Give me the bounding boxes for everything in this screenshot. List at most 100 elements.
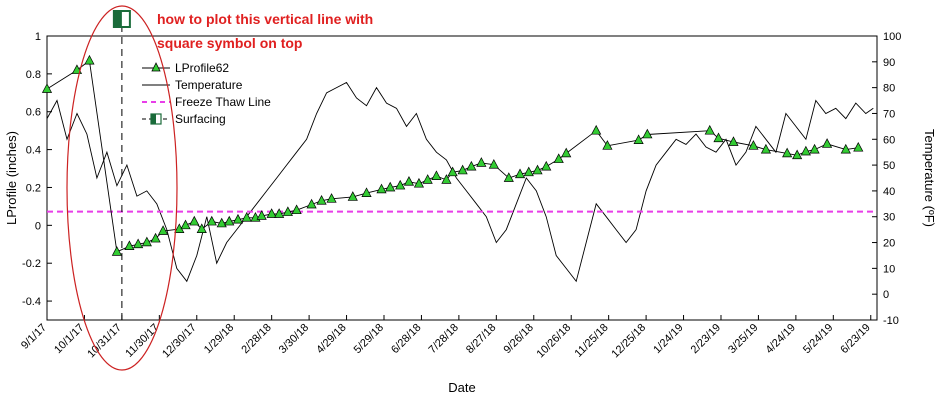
- lprofile-point: [792, 149, 803, 160]
- lprofile-point: [476, 157, 487, 167]
- right-tick-label: 60: [883, 134, 895, 146]
- lprofile-point: [541, 160, 552, 171]
- lprofile-point: [840, 143, 851, 154]
- surfacing-marker-fill: [113, 11, 122, 27]
- right-axis-title: Temperature (ºF): [922, 129, 937, 227]
- lprofile-point: [157, 225, 169, 235]
- lprofile-point: [633, 134, 644, 144]
- lprofile-point: [713, 132, 724, 143]
- left-tick-label: 0.8: [26, 69, 41, 81]
- lprofile-point: [216, 217, 227, 228]
- lprofile-point: [241, 212, 252, 222]
- lprofile-point: [361, 187, 372, 197]
- lprofile-point: [150, 232, 161, 243]
- right-tick-label: 0: [883, 289, 889, 301]
- legend-marker-lprofile: [151, 62, 161, 72]
- left-axis-title: LProfile (inches): [4, 131, 19, 225]
- right-tick-label: 20: [883, 238, 895, 250]
- lprofile-point: [760, 143, 771, 154]
- right-tick-label: -10: [883, 315, 899, 327]
- left-axis-ticks: -0.4 -0.2 0 0.2 0.4 0.6 0.8 1: [22, 31, 52, 308]
- lprofile-point: [282, 206, 293, 216]
- legend-label-freeze: Freeze Thaw Line: [175, 95, 271, 109]
- right-tick-label: 40: [883, 186, 895, 198]
- right-tick-label: 90: [883, 57, 895, 69]
- lprofile-point: [457, 164, 468, 175]
- lprofile-point: [274, 208, 285, 218]
- lprofile-point: [809, 143, 820, 154]
- temperature-line: [46, 81, 874, 283]
- legend-marker-surfacing-fill: [151, 114, 156, 124]
- lprofile-point: [591, 124, 602, 135]
- left-tick-label: 0.4: [26, 145, 41, 157]
- left-tick-label: -0.4: [22, 296, 41, 308]
- lprofile-point: [642, 128, 653, 139]
- lprofile-point: [800, 145, 811, 156]
- lprofile-point: [704, 124, 715, 135]
- lprofile-point: [441, 174, 452, 184]
- series-layer: [41, 10, 877, 320]
- lprofile-point: [206, 215, 217, 226]
- lprofile-point: [447, 166, 458, 177]
- lprofile-point: [553, 153, 564, 163]
- right-tick-label: 70: [883, 108, 895, 120]
- right-tick-label: 50: [883, 160, 895, 172]
- left-tick-label: -0.2: [22, 258, 41, 270]
- left-tick-label: 1: [35, 31, 41, 43]
- lprofile-point: [431, 170, 442, 180]
- lprofile-point: [385, 181, 396, 192]
- right-tick-label: 100: [883, 31, 901, 43]
- lprofile-point: [413, 177, 425, 188]
- lprofile-point: [523, 166, 534, 177]
- lprofile-point: [232, 213, 244, 224]
- lprofile-point: [189, 215, 200, 226]
- lprofile-point: [403, 176, 415, 186]
- right-tick-label: 10: [883, 263, 895, 275]
- lprofile-point: [376, 183, 387, 194]
- legend-label-temperature: Temperature: [175, 78, 243, 92]
- plot-frame: [46, 35, 878, 321]
- right-axis-ticks: -10 0 10 20 30 40 50 60 70 80 90 100: [872, 31, 901, 327]
- lprofile-point: [84, 54, 95, 65]
- right-tick-label: 80: [883, 83, 895, 95]
- lprofile-point: [503, 172, 514, 182]
- lprofile-point: [291, 204, 302, 215]
- lprofile-point: [266, 208, 277, 218]
- lprofile-point: [306, 198, 317, 209]
- lprofile-point: [602, 140, 613, 150]
- lprofile-point: [532, 164, 543, 175]
- left-tick-label: 0.6: [26, 107, 41, 119]
- lprofile-point: [821, 138, 833, 148]
- lprofile-point: [326, 193, 337, 203]
- lprofile-point: [316, 194, 327, 205]
- lprofile-point: [141, 236, 152, 247]
- lprofile-point: [853, 141, 864, 152]
- annotation-line1: how to plot this vertical line with: [157, 11, 373, 27]
- left-tick-label: 0.2: [26, 182, 41, 194]
- right-tick-label: 30: [883, 212, 895, 224]
- lprofile-point: [41, 83, 53, 93]
- lprofile-point: [488, 158, 499, 169]
- legend-label-surfacing: Surfacing: [175, 112, 226, 126]
- x-axis-title: Date: [448, 380, 475, 395]
- lprofile-point: [256, 210, 267, 220]
- lprofile-point: [347, 191, 358, 201]
- lprofile-point: [180, 219, 191, 230]
- lprofile-point: [395, 179, 406, 190]
- annotation-line2: square symbol on top: [157, 35, 302, 51]
- lprofile-point: [124, 240, 135, 251]
- left-tick-label: 0: [35, 220, 41, 232]
- lprofile-point: [133, 238, 144, 249]
- lprofile-point: [514, 168, 526, 179]
- lprofile-point: [196, 223, 207, 233]
- lprofile-point: [728, 136, 739, 146]
- lprofile-point: [111, 246, 122, 256]
- lprofile-point: [422, 174, 433, 184]
- legend: LProfile62 Temperature Freeze Thaw Line …: [142, 61, 271, 126]
- highlight-ellipse: [66, 5, 178, 371]
- lprofile-point: [224, 215, 235, 226]
- lprofile-point: [748, 140, 759, 150]
- lprofile-point: [561, 147, 572, 158]
- legend-label-lprofile: LProfile62: [175, 61, 229, 75]
